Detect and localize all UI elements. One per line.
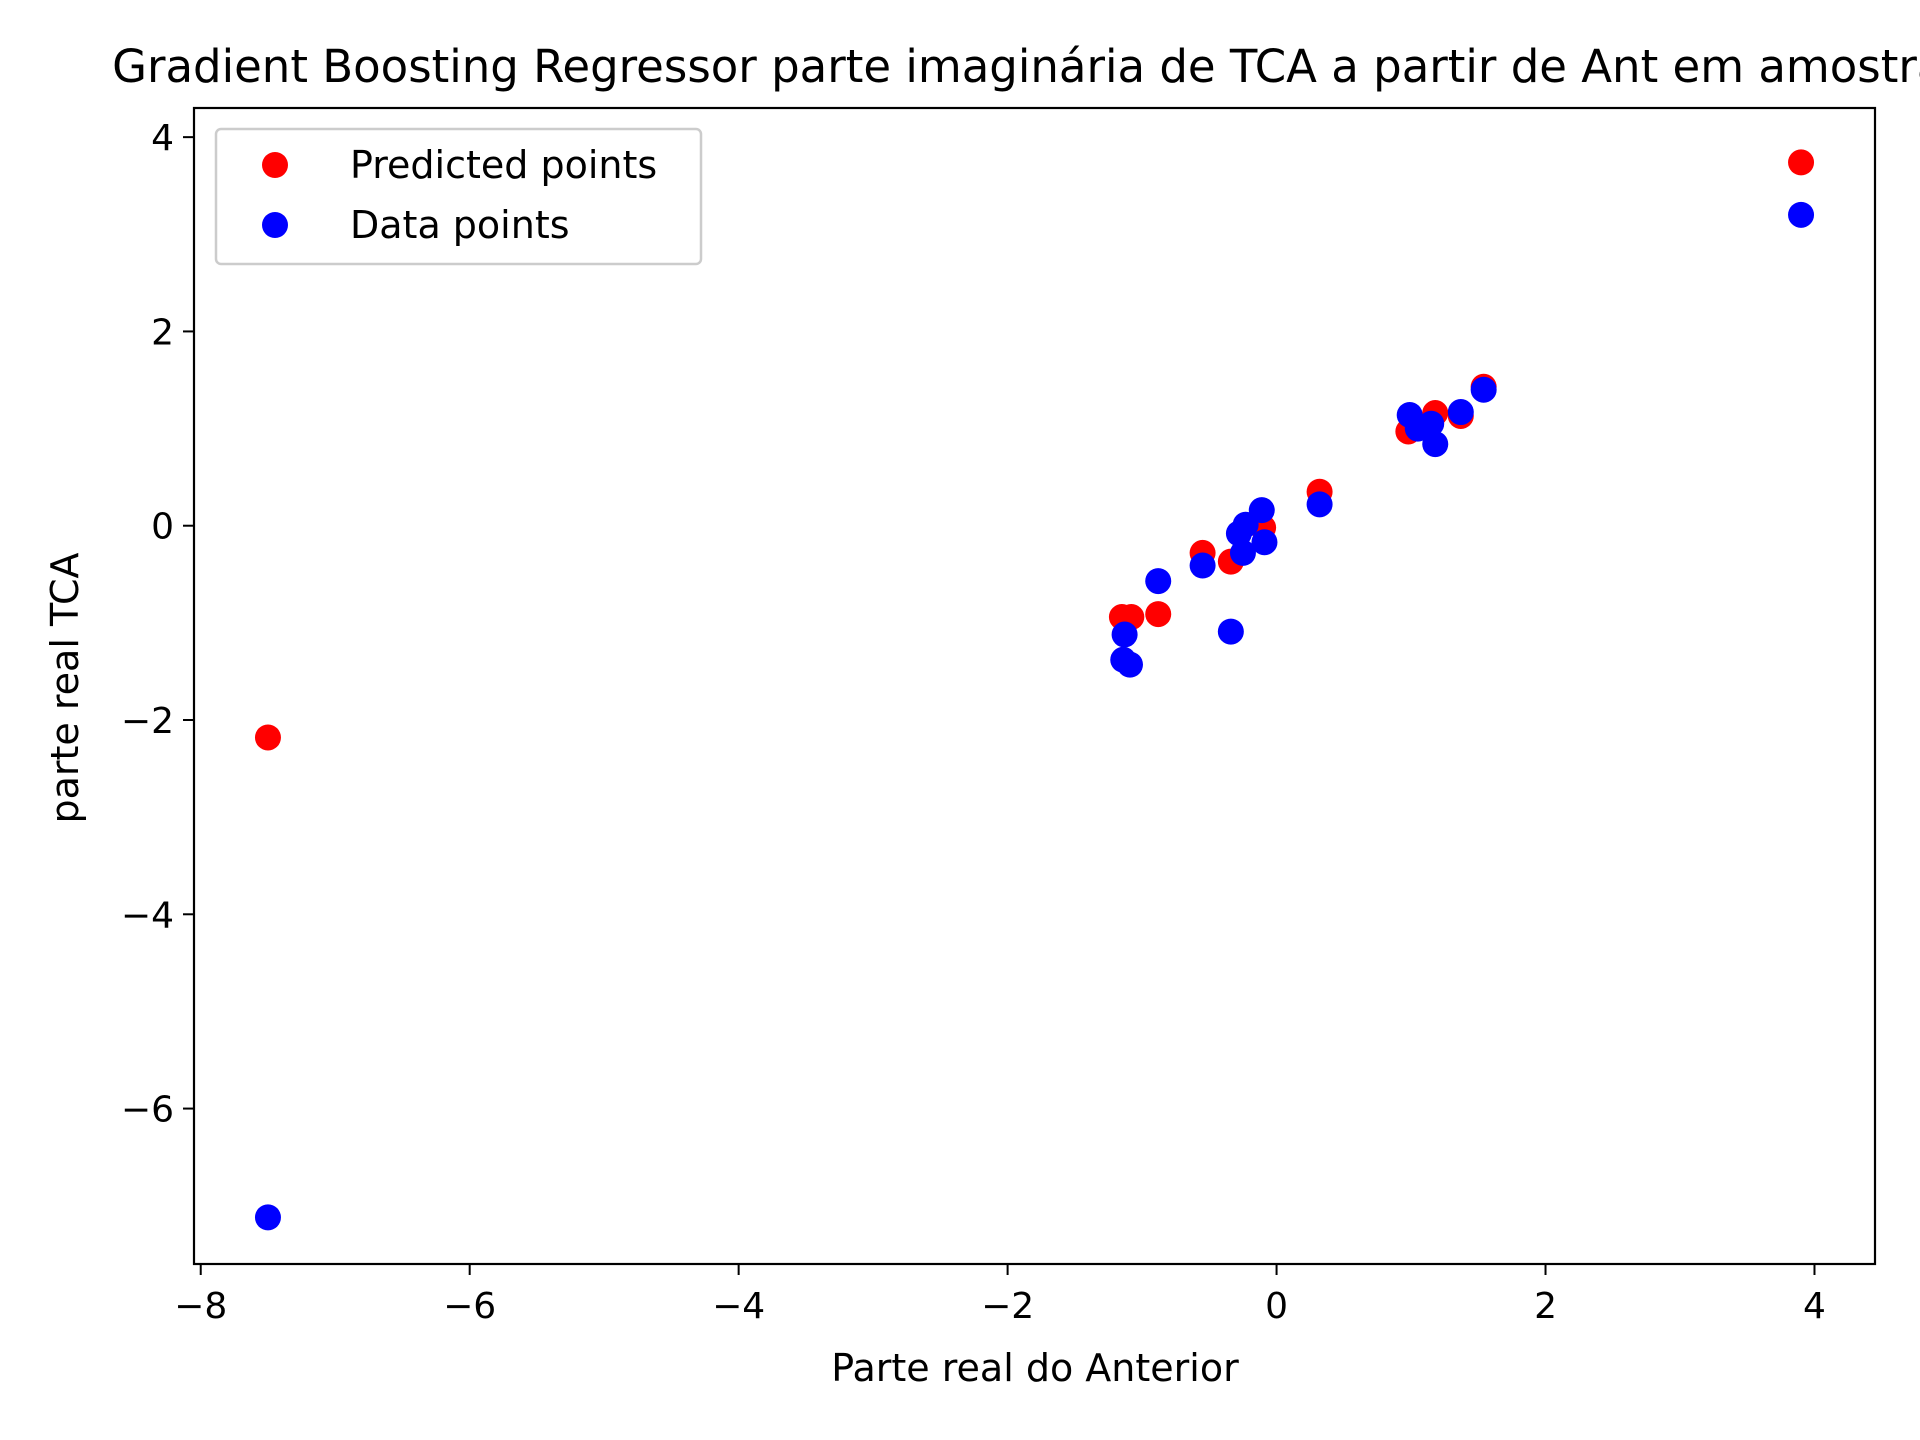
data-point xyxy=(254,1204,281,1231)
y-tick-label: 2 xyxy=(151,312,174,353)
y-tick-label: 4 xyxy=(151,118,174,159)
legend-marker xyxy=(262,152,288,178)
data-point xyxy=(1422,431,1449,458)
plot-frame xyxy=(192,106,1877,1266)
legend: Predicted points Data points xyxy=(214,127,703,266)
data-point xyxy=(1116,651,1143,678)
legend-marker xyxy=(262,212,288,238)
data-point xyxy=(1251,529,1278,556)
data-point xyxy=(1788,201,1815,228)
x-tick-label: −2 xyxy=(981,1286,1034,1327)
x-axis-title: Parte real do Anterior xyxy=(831,1346,1239,1390)
predicted-point xyxy=(254,724,281,751)
y-tick-label: −2 xyxy=(121,701,174,742)
data-point xyxy=(1145,568,1172,595)
y-axis-title: parte real TCA xyxy=(43,553,87,824)
plot-points xyxy=(254,149,1815,1231)
x-axis-ticks: −8 −6 −4 −2 0 2 4 xyxy=(174,1264,1826,1327)
data-point xyxy=(1470,376,1497,403)
data-point xyxy=(1229,539,1256,566)
x-tick-label: 4 xyxy=(1803,1286,1826,1327)
data-point xyxy=(1418,410,1445,437)
data-point xyxy=(1217,618,1244,645)
data-point xyxy=(1306,491,1333,518)
x-tick-label: 0 xyxy=(1265,1286,1288,1327)
x-tick-label: −4 xyxy=(712,1286,765,1327)
x-tick-label: −6 xyxy=(443,1286,496,1327)
predicted-point xyxy=(1788,149,1815,176)
legend-box xyxy=(214,127,703,266)
data-point xyxy=(1189,552,1216,579)
data-point xyxy=(1248,497,1275,524)
data-points-series xyxy=(254,201,1815,1231)
legend-label: Predicted points xyxy=(350,143,657,187)
legend-label: Data points xyxy=(350,203,570,247)
data-point xyxy=(1111,621,1138,648)
y-axis-ticks: 4 2 0 −2 −4 −6 xyxy=(121,118,194,1131)
predicted-point xyxy=(1145,601,1172,628)
data-point xyxy=(1447,399,1474,426)
y-tick-label: −4 xyxy=(121,895,174,936)
y-tick-label: −6 xyxy=(121,1090,174,1131)
x-tick-label: 2 xyxy=(1534,1286,1557,1327)
y-tick-label: 0 xyxy=(151,507,174,548)
chart-title: Gradient Boosting Regressor parte imagin… xyxy=(112,40,1920,93)
x-tick-label: −8 xyxy=(174,1286,227,1327)
